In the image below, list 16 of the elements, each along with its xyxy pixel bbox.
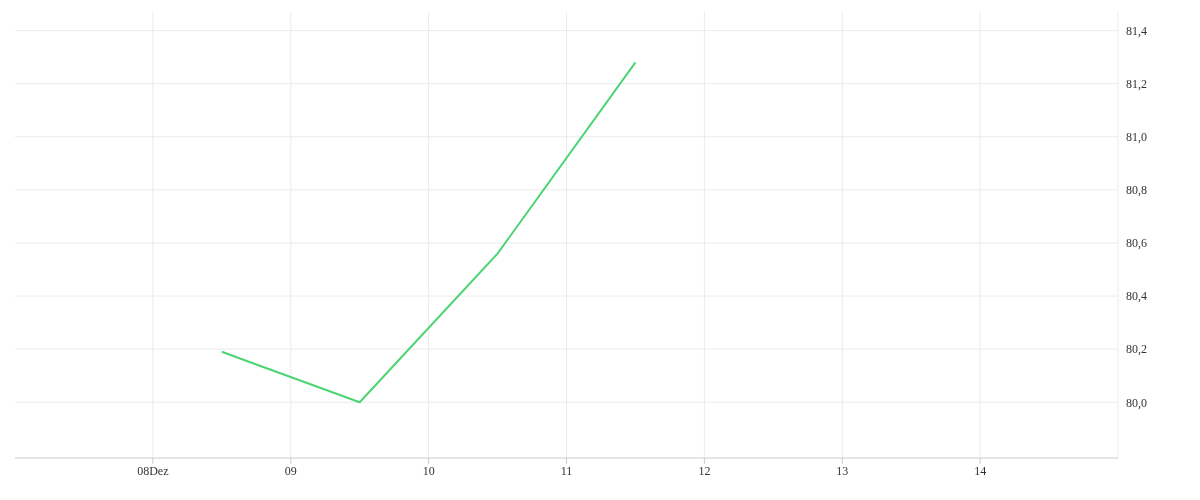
x-tick-label: 10 <box>422 463 435 478</box>
y-tick-label: 80,2 <box>1126 342 1147 357</box>
y-tick-label: 80,6 <box>1126 236 1147 251</box>
line-series <box>220 61 637 404</box>
y-tick-label: 81,0 <box>1126 130 1147 145</box>
y-tick-label: 80,4 <box>1126 289 1147 304</box>
x-tick-label: 08Dez <box>137 463 169 478</box>
y-tick-label: 80,0 <box>1126 395 1147 410</box>
x-tick-label: 12 <box>698 463 711 478</box>
x-tick-label: 09 <box>284 463 297 478</box>
y-tick-label: 81,4 <box>1126 23 1147 38</box>
x-tick-label: 13 <box>836 463 849 478</box>
y-tick-label: 80,8 <box>1126 183 1147 198</box>
y-tick-label: 81,2 <box>1126 76 1147 91</box>
x-tick-label: 11 <box>560 463 573 478</box>
x-tick-label: 14 <box>974 463 987 478</box>
